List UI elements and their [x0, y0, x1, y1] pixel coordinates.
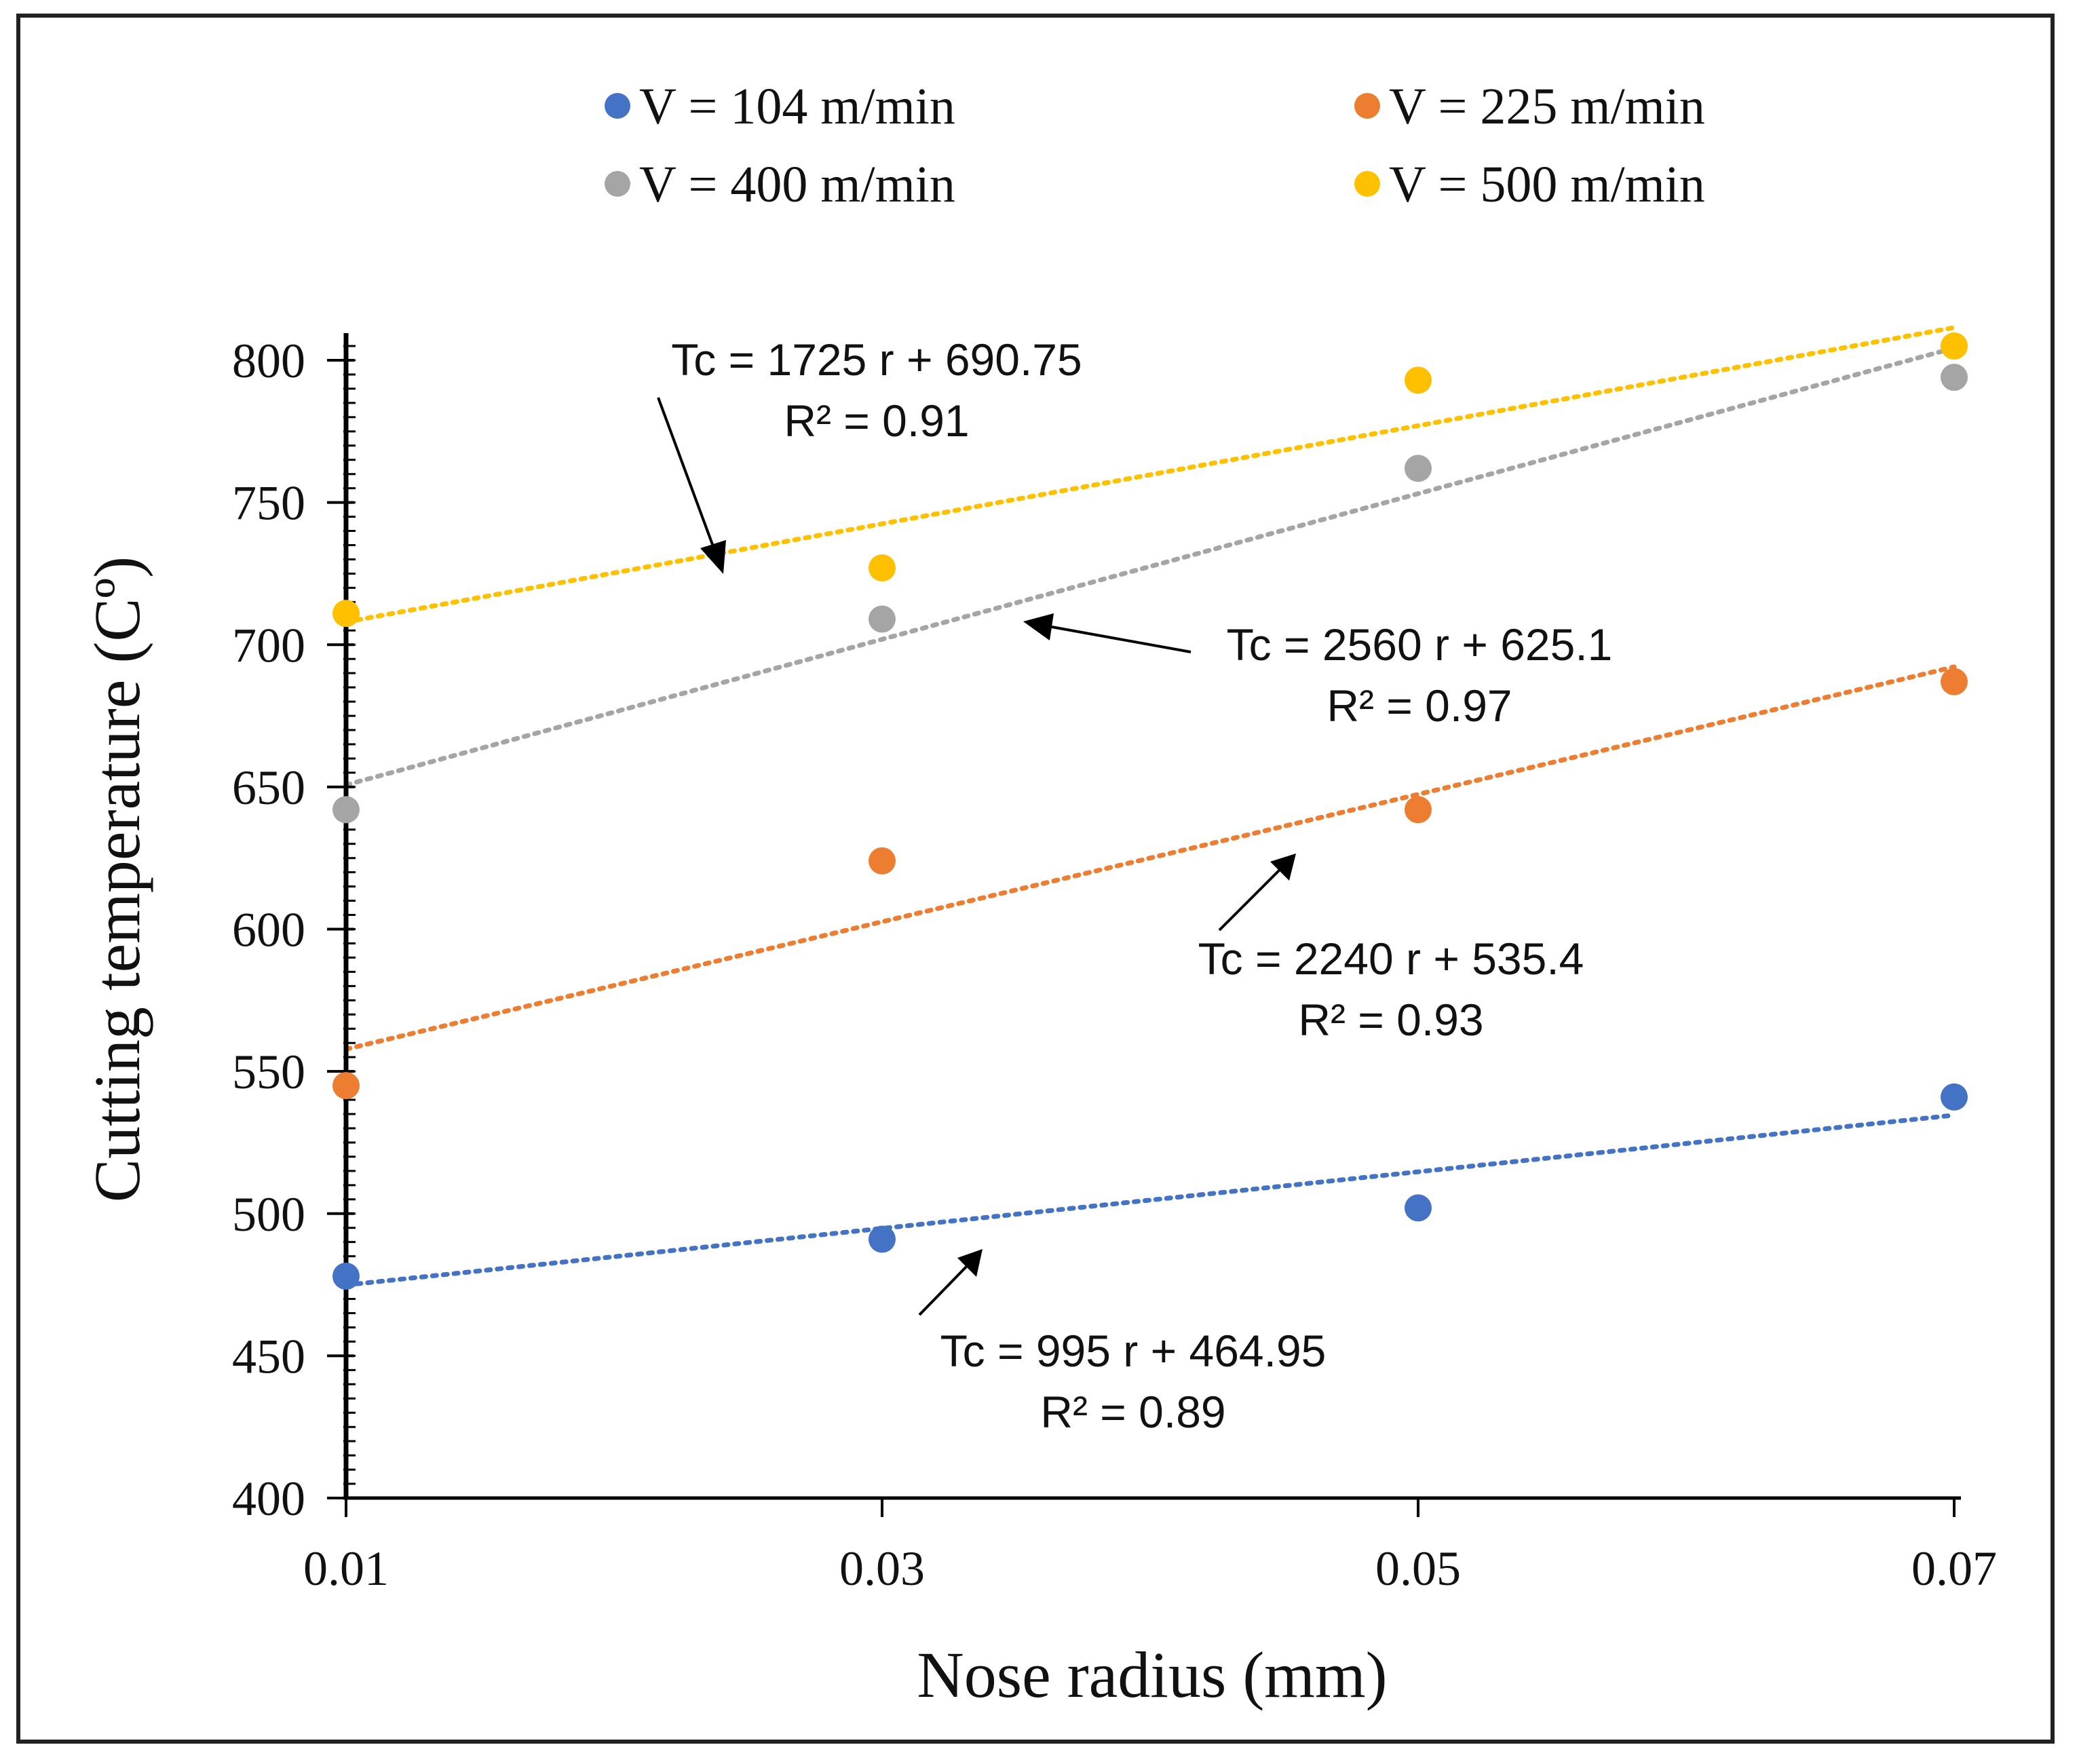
x-tick-label-0-07: 0.07 — [1911, 1541, 1997, 1596]
r2-500: R² = 0.91 — [784, 396, 969, 446]
legend-label-2: V = 400 m/min — [639, 156, 955, 213]
data-points — [332, 332, 1968, 1290]
axes — [327, 333, 1961, 1517]
arrowhead-400 — [1023, 613, 1054, 640]
legend-marker-0 — [605, 93, 630, 119]
y-tick-label-750: 750 — [232, 476, 305, 531]
arrowhead-500 — [700, 540, 726, 574]
arrow-500 — [657, 397, 717, 554]
x-tick-labels: 0.01 0.03 0.05 0.07 — [303, 1541, 1997, 1596]
point-s1-2 — [1405, 796, 1432, 824]
point-s0-3 — [1941, 1083, 1968, 1111]
legend-label-1: V = 225 m/min — [1389, 78, 1705, 135]
legend-label-3: V = 500 m/min — [1389, 156, 1705, 213]
y-tick-label-550: 550 — [232, 1045, 305, 1099]
annotation-400: Tc = 2560 r + 625.1 R² = 0.97 — [1023, 613, 1612, 731]
x-ticks — [345, 1498, 1956, 1517]
point-s3-3 — [1941, 332, 1968, 360]
chart-frame: V = 104 m/min V = 225 m/min V = 400 m/mi… — [16, 14, 2055, 1744]
y-tick-label-450: 450 — [232, 1329, 305, 1383]
arrow-225 — [1218, 868, 1282, 932]
point-s3-0 — [332, 600, 360, 628]
legend-marker-2 — [605, 171, 630, 197]
arrow-104 — [918, 1263, 970, 1316]
legend-item-2: V = 400 m/min — [605, 156, 955, 213]
r2-400: R² = 0.97 — [1327, 680, 1512, 731]
legend-item-0: V = 104 m/min — [605, 78, 955, 135]
equation-104: Tc = 995 r + 464.95 — [940, 1326, 1327, 1376]
point-s1-0 — [332, 1072, 360, 1100]
legend-item-1: V = 225 m/min — [1354, 78, 1705, 135]
y-tick-label-600: 600 — [232, 903, 305, 957]
r2-225: R² = 0.93 — [1298, 995, 1483, 1045]
point-s3-2 — [1405, 366, 1432, 394]
annotation-500: Tc = 1725 r + 690.75 R² = 0.91 — [657, 334, 1082, 574]
y-tick-label-800: 800 — [232, 334, 305, 388]
annotation-104: Tc = 995 r + 464.95 R² = 0.89 — [918, 1249, 1327, 1437]
equation-500: Tc = 1725 r + 690.75 — [671, 334, 1082, 385]
legend: V = 104 m/min V = 225 m/min V = 400 m/mi… — [605, 78, 1705, 213]
arrow-400 — [1051, 626, 1191, 653]
trendline-2 — [343, 345, 1957, 788]
legend-marker-1 — [1354, 93, 1380, 119]
legend-label-0: V = 104 m/min — [639, 78, 955, 135]
y-tick-label-500: 500 — [232, 1187, 305, 1242]
equation-225: Tc = 2240 r + 535.4 — [1198, 934, 1584, 984]
equation-400: Tc = 2560 r + 625.1 — [1227, 619, 1613, 670]
x-tick-label-0-01: 0.01 — [303, 1541, 389, 1596]
arrowhead-104 — [957, 1249, 983, 1277]
point-s1-3 — [1941, 668, 1968, 695]
y-tick-label-650: 650 — [232, 761, 305, 815]
chart-svg: V = 104 m/min V = 225 m/min V = 400 m/mi… — [81, 78, 1997, 1711]
r2-104: R² = 0.89 — [1040, 1387, 1225, 1437]
point-s0-2 — [1405, 1194, 1432, 1222]
point-s2-1 — [869, 605, 896, 633]
y-tick-label-400: 400 — [232, 1472, 305, 1526]
x-axis-title: Nose radius (mm) — [917, 1638, 1387, 1711]
x-tick-label-0-03: 0.03 — [839, 1541, 925, 1596]
y-major-ticks — [327, 359, 354, 1499]
trendline-3 — [343, 325, 1957, 625]
point-s3-1 — [869, 554, 896, 582]
trendline-0 — [343, 1113, 1957, 1288]
point-s1-1 — [869, 847, 896, 875]
y-axis-title: Cutting temperature (Cº) — [81, 556, 153, 1202]
legend-marker-3 — [1354, 171, 1380, 197]
y-tick-labels: 400 450 500 550 600 650 700 750 800 — [232, 334, 305, 1526]
point-s2-2 — [1405, 455, 1432, 482]
arrowhead-225 — [1270, 854, 1296, 881]
point-s2-0 — [332, 796, 360, 824]
point-s0-0 — [332, 1262, 360, 1290]
legend-item-3: V = 500 m/min — [1354, 156, 1705, 213]
trendline-1 — [343, 664, 1957, 1052]
annotation-225: Tc = 2240 r + 535.4 R² = 0.93 — [1198, 854, 1584, 1045]
point-s0-1 — [869, 1225, 896, 1253]
x-tick-label-0-05: 0.05 — [1375, 1541, 1461, 1596]
y-tick-label-700: 700 — [232, 618, 305, 672]
trendlines — [343, 325, 1957, 1288]
point-s2-3 — [1941, 364, 1968, 391]
